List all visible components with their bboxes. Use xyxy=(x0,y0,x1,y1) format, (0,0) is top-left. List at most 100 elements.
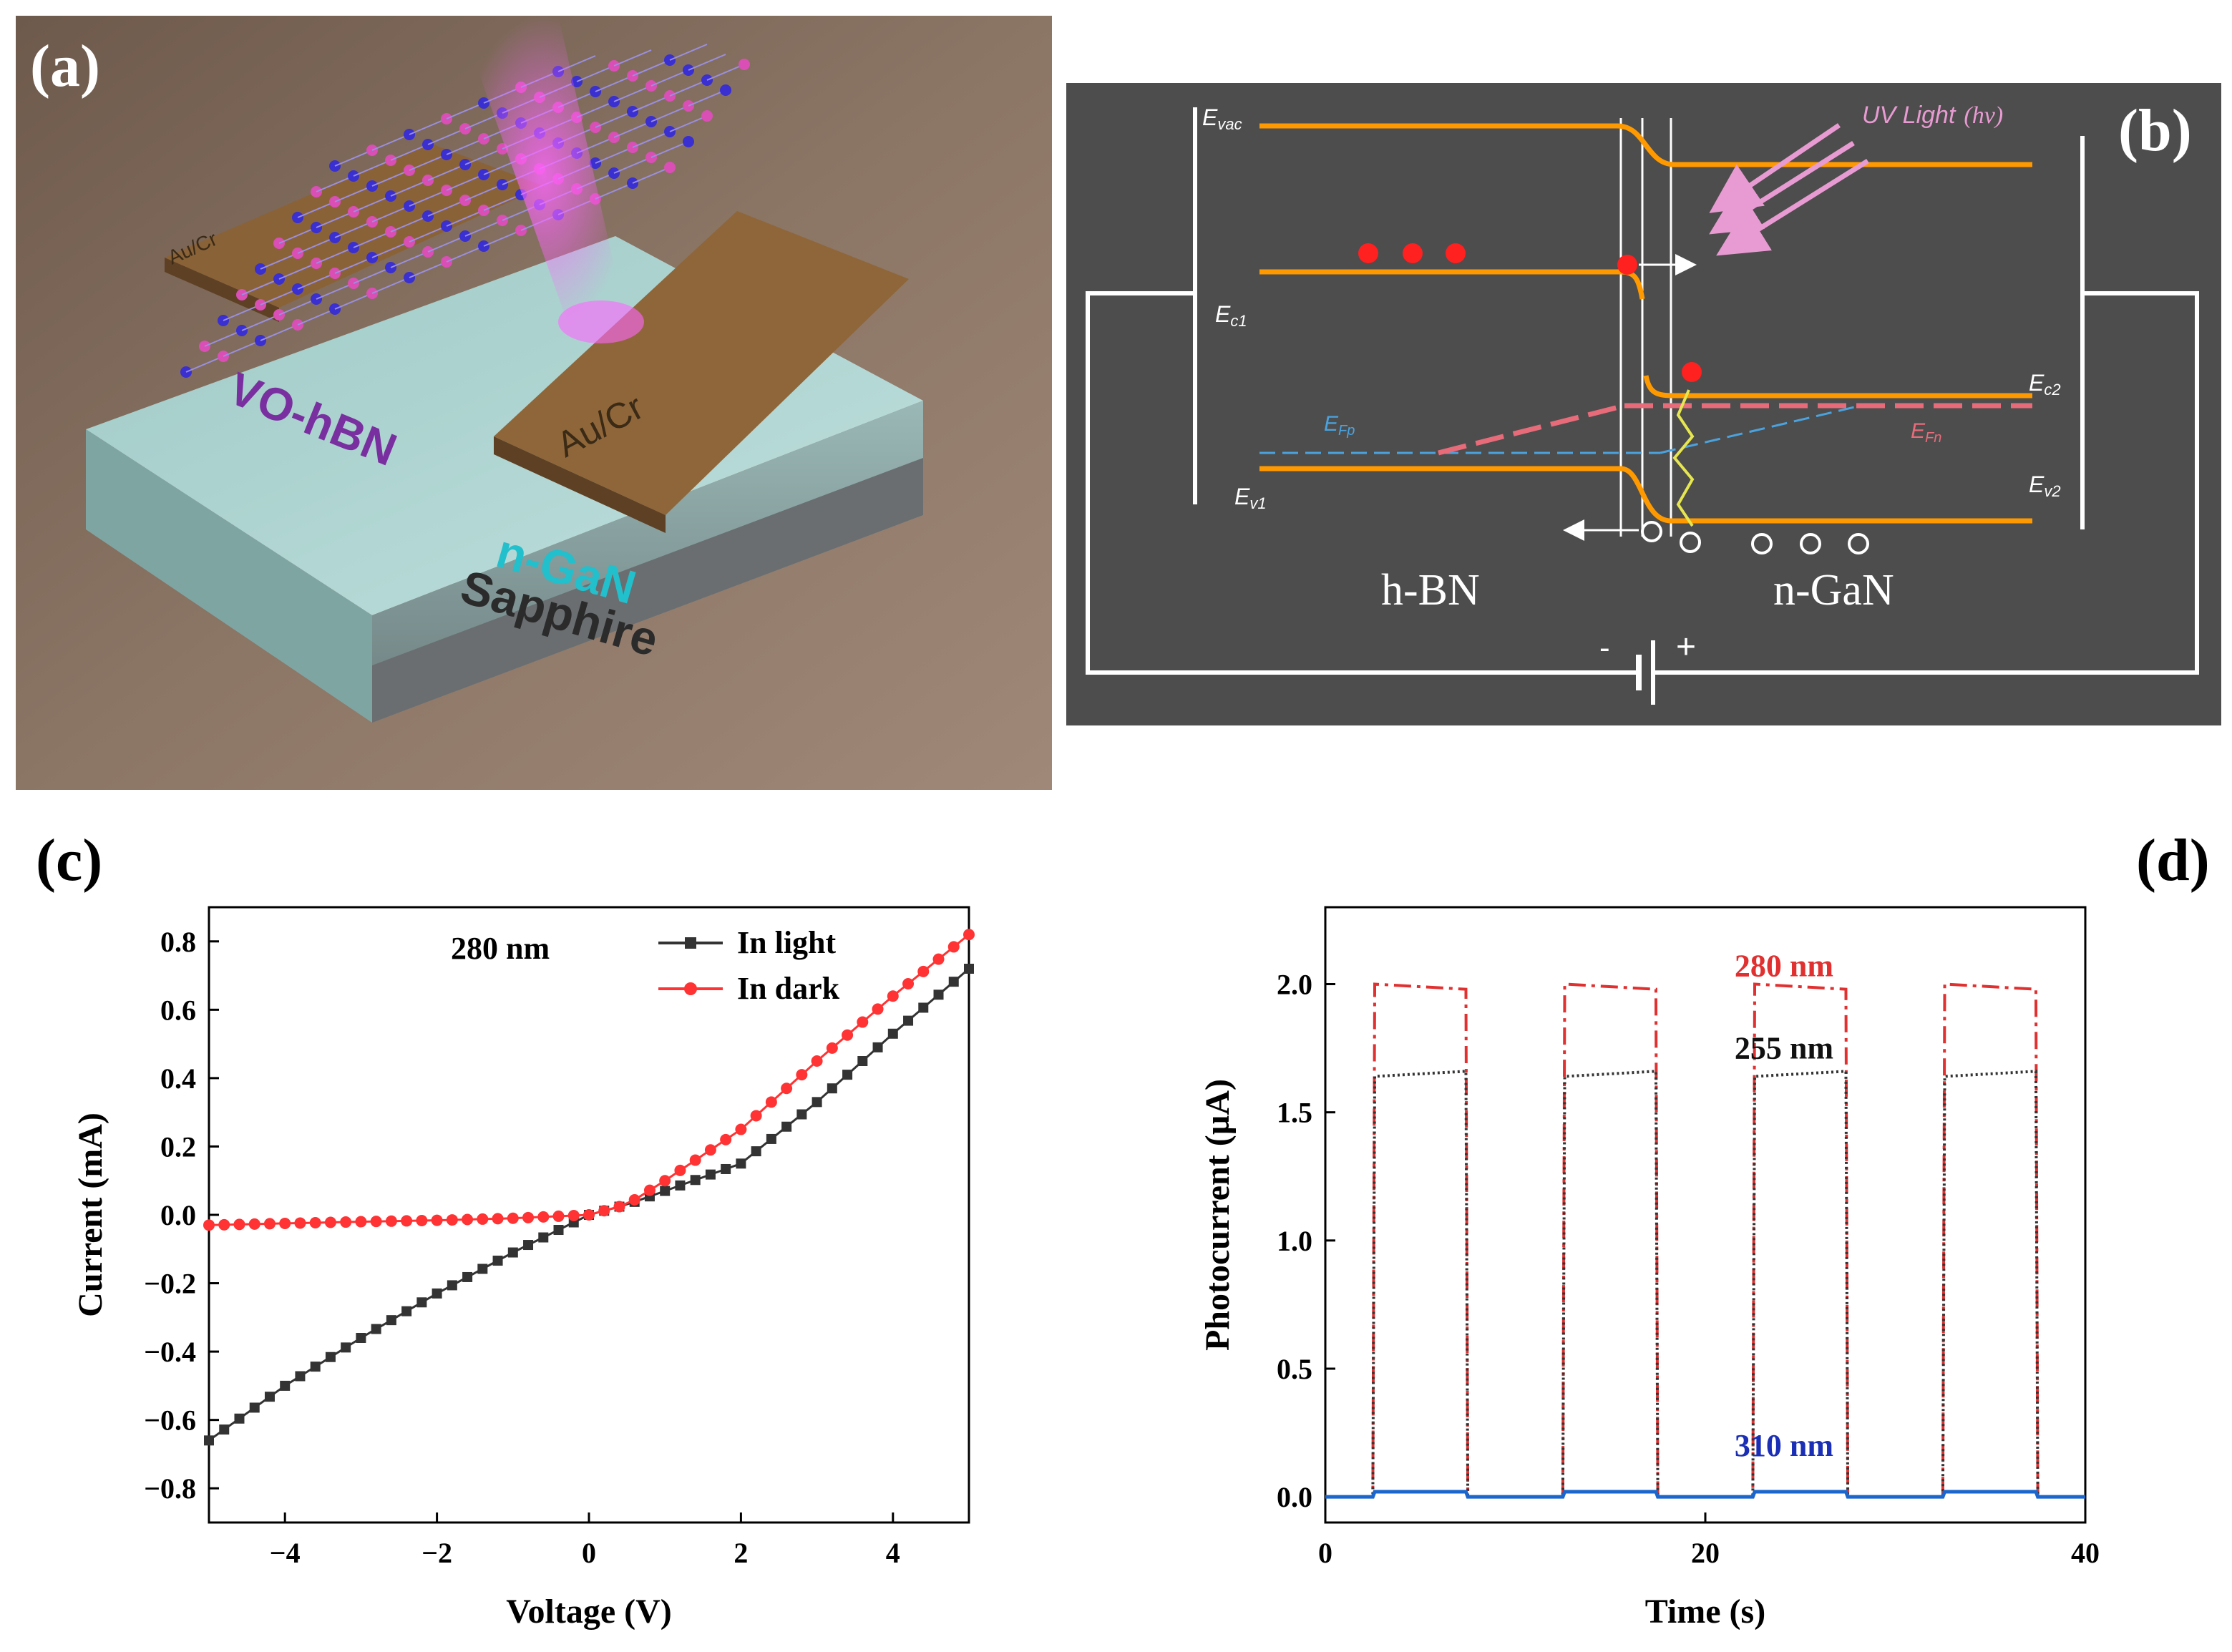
data-point xyxy=(447,1280,457,1291)
data-point xyxy=(932,953,945,965)
panel-b-label: (b) xyxy=(2118,97,2192,164)
lattice-bond xyxy=(390,215,429,233)
panel-a: (a) Au/Cr VO-hBN Au/Cr n-GaN Sapphire xyxy=(16,14,1052,790)
data-point xyxy=(355,1216,367,1228)
gan-material-label: n-GaN xyxy=(1773,566,1894,615)
lattice-bond xyxy=(185,356,224,373)
data-point xyxy=(416,1215,428,1227)
y-tick-label: 0.8 xyxy=(160,926,196,958)
data-point xyxy=(477,1264,488,1274)
data-point xyxy=(781,1082,793,1095)
uv-spot xyxy=(558,300,644,343)
lattice-bond xyxy=(260,288,298,306)
lattice-bond xyxy=(241,314,280,331)
data-point xyxy=(857,1016,869,1028)
data-point xyxy=(659,1175,671,1187)
lattice-bond xyxy=(595,75,633,92)
lattice-bond xyxy=(409,261,447,278)
lattice-bond xyxy=(613,121,652,138)
data-point xyxy=(295,1371,306,1382)
lattice-bond xyxy=(353,267,391,284)
lattice-bond xyxy=(390,251,429,268)
y-tick-label: −0.2 xyxy=(144,1268,196,1300)
valence-band xyxy=(1259,466,2032,524)
panel-c: (c) −4 −2 0 2 4 −0.8 −0.6 −0.4 −0.2 0.0 0.2 0.4 0.6 0… xyxy=(36,827,975,1631)
data-point xyxy=(613,1201,625,1213)
lattice-bond xyxy=(688,89,726,107)
y-tick-label: 1.0 xyxy=(1277,1225,1312,1257)
data-point xyxy=(675,1180,686,1191)
uv-arrow-3 xyxy=(1716,159,1869,256)
lattice-bond xyxy=(409,154,447,171)
data-point xyxy=(781,1121,792,1132)
lattice-bond xyxy=(595,111,633,128)
data-point xyxy=(553,1225,564,1236)
lattice-bond xyxy=(650,141,689,158)
data-point xyxy=(416,1297,427,1308)
lattice-bond xyxy=(688,54,726,71)
data-point xyxy=(401,1306,412,1316)
hole-2 xyxy=(1680,532,1701,553)
fermi-level-p-bend xyxy=(1660,404,1861,454)
lattice-bond xyxy=(316,247,354,264)
lattice-bond xyxy=(632,167,671,184)
lattice-bond xyxy=(371,241,410,258)
data-point xyxy=(567,1209,580,1221)
lattice-bond xyxy=(446,245,484,263)
y-tick-label: 1.5 xyxy=(1277,1097,1312,1129)
lattice-bond xyxy=(353,195,391,212)
lattice-bond xyxy=(297,201,336,218)
lattice-bond xyxy=(427,128,466,145)
data-point xyxy=(385,1215,397,1227)
data-point xyxy=(309,1216,321,1228)
hole-5 xyxy=(1848,533,1869,554)
lattice-bond xyxy=(316,283,354,300)
lattice-bond xyxy=(595,147,633,164)
data-point xyxy=(704,1144,716,1156)
data-point xyxy=(263,1218,276,1230)
lattice-bond xyxy=(223,340,261,357)
lattice-bond xyxy=(669,79,708,97)
lattice-bond xyxy=(706,64,745,81)
panel-d: (d) 0 20 40 0.0 0.5 1.0 1.5 2.0 Time (s) Photocur… xyxy=(1199,827,2210,1631)
data-point xyxy=(903,1015,914,1026)
data-point xyxy=(219,1424,230,1435)
hole-4 xyxy=(1800,533,1821,554)
uv-beam xyxy=(458,14,630,336)
data-point xyxy=(234,1413,245,1424)
lattice-bond xyxy=(334,150,373,167)
lattice-bond xyxy=(446,174,484,191)
lattice-bond xyxy=(409,118,447,135)
series-line-in-light xyxy=(208,967,970,1442)
lattice-bond xyxy=(334,257,373,274)
legend-label: In light xyxy=(737,925,837,960)
lattice-bond xyxy=(334,221,373,238)
data-point xyxy=(462,1213,474,1226)
lattice-atom xyxy=(664,162,676,173)
y-tick-label: 0.2 xyxy=(160,1130,196,1163)
lattice-bond xyxy=(464,220,503,237)
data-point xyxy=(249,1402,260,1413)
ec1-label: Ec1 xyxy=(1215,301,1247,330)
data-point xyxy=(522,1211,535,1223)
left-electrode-side xyxy=(165,258,279,322)
substrate-left-face xyxy=(86,429,372,723)
y-tick-label: −0.4 xyxy=(144,1336,196,1368)
data-point xyxy=(462,1271,473,1282)
right-electrode xyxy=(494,211,909,515)
lattice-bond xyxy=(260,324,298,341)
data-point xyxy=(477,1213,489,1225)
data-point xyxy=(218,1218,230,1231)
series-label: 255 nm xyxy=(1735,1030,1833,1065)
data-point xyxy=(826,1042,838,1054)
lattice-bond xyxy=(204,330,243,347)
data-point xyxy=(523,1240,534,1251)
data-point xyxy=(917,965,930,977)
legend-marker xyxy=(685,937,696,949)
data-point xyxy=(204,1435,214,1446)
lattice-bond xyxy=(334,293,373,310)
data-point xyxy=(371,1324,381,1334)
data-point xyxy=(643,1184,656,1196)
data-point xyxy=(842,1029,854,1041)
